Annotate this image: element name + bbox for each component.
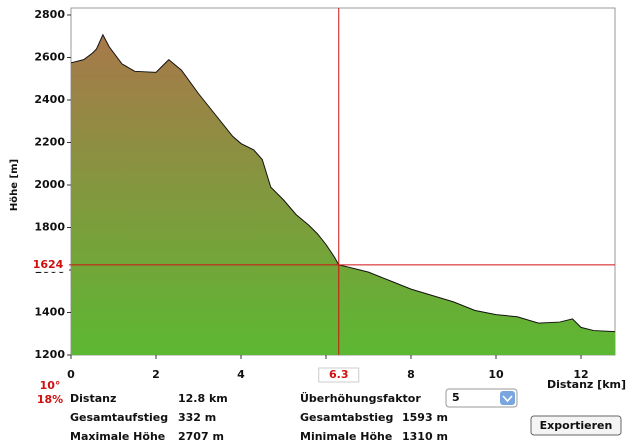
y-tick-label: 1400 [34,306,65,319]
info-value: 332 m [178,411,216,424]
info-label: Gesamtaufstieg [70,411,168,424]
info-label: Überhöhungsfaktor [300,391,421,405]
elevation-area [71,34,615,355]
y-tick-label: 1800 [34,221,65,234]
elevation-line [70,33,616,333]
y-tick-label: 2400 [34,93,65,106]
y-tick-label: 2600 [34,51,65,64]
export-button-label: Exportieren [540,419,613,432]
slope-grade: 18% [37,393,63,406]
y-tick-label: 1200 [34,348,65,361]
x-tick-label: 2 [152,368,160,381]
x-tick-label: 4 [237,368,245,381]
select-arrow [500,391,515,405]
y-axis-label: Höhe [m] [9,159,20,211]
info-value: 1593 m [402,411,448,424]
x-tick-label: 0 [67,368,75,381]
factor-value: 5 [452,391,460,404]
select-arrow-icon [502,395,513,403]
x-tick-label: 8 [407,368,415,381]
cursor-y-box [31,257,69,272]
y-tick-label: 2200 [34,136,65,149]
info-label: Distanz [70,392,116,405]
info-value: 1310 m [402,430,448,443]
slope-angle: 10° [40,379,61,392]
export-button[interactable] [530,415,622,436]
info-label: Gesamtabstieg [300,411,393,424]
cursor-y-label: 1624 [33,258,64,271]
factor-select[interactable] [445,388,518,408]
x-axis-label: Distanz [km] [547,378,626,391]
info-label: Minimale Höhe [300,430,392,443]
cursor-x-box [318,367,360,383]
x-tick-label: 12 [573,368,588,381]
info-label: Maximale Höhe [70,430,165,443]
y-tick-label: 2000 [34,178,65,191]
info-value: 12.8 km [178,392,228,405]
x-tick-label: 10 [488,368,504,381]
cursor-x-label: 6.3 [329,368,349,381]
info-value: 2707 m [178,430,224,443]
y-tick-label: 2800 [34,8,65,21]
